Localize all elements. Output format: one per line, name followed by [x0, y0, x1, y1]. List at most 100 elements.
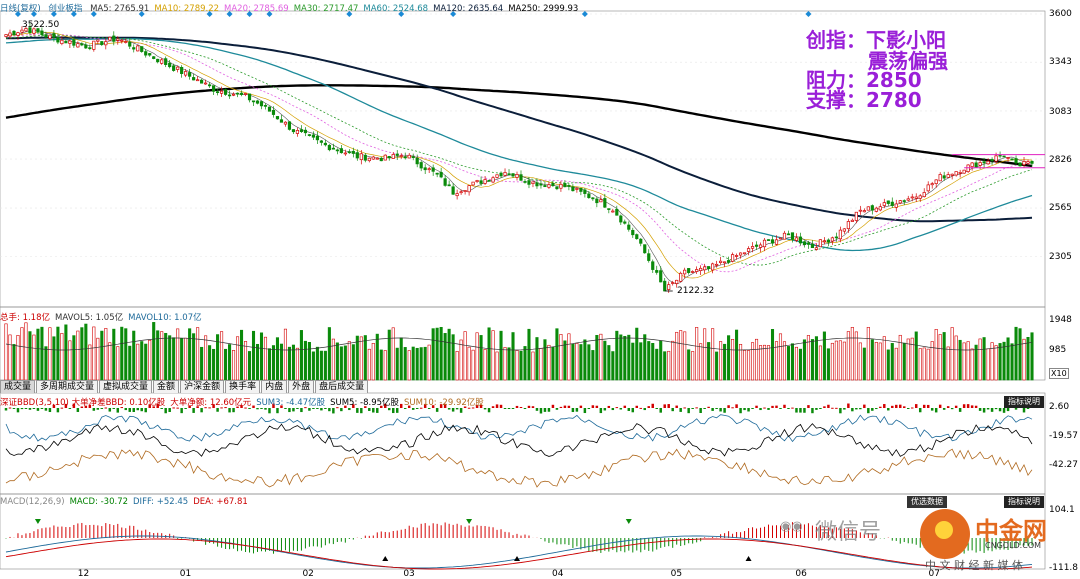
- volume-bar: [854, 331, 858, 381]
- candle-body: [347, 151, 351, 154]
- volume-bar: [715, 351, 719, 381]
- bbd-bar: [930, 408, 934, 411]
- bbd-axis-label: 2.60: [1049, 402, 1070, 412]
- candle-body: [92, 40, 96, 50]
- preferred-data-button[interactable]: 优选数据: [907, 496, 947, 508]
- volume-bar: [974, 344, 978, 381]
- candle-body: [180, 66, 184, 74]
- volume-bar: [287, 346, 291, 381]
- candle-body: [982, 161, 986, 164]
- candle-body: [970, 162, 974, 167]
- volume-bar: [144, 343, 148, 381]
- bbd-bar: [535, 408, 539, 411]
- candle-body: [148, 53, 152, 56]
- bbd-bar: [447, 408, 451, 410]
- volume-bar: [559, 334, 563, 381]
- volume-legend-item: MAVOL5: 1.05亿: [55, 313, 124, 323]
- volume-bar: [683, 331, 687, 381]
- volume-bar: [798, 348, 802, 381]
- candle-body: [279, 119, 284, 123]
- signal-marker: [70, 11, 77, 17]
- volume-bar: [751, 342, 755, 381]
- candle-body: [902, 200, 906, 202]
- volume-bar: [152, 322, 156, 381]
- candle-body: [447, 184, 451, 187]
- candle-body: [80, 43, 84, 46]
- volume-bar: [212, 348, 216, 381]
- macd-explain-button[interactable]: 指标说明: [1004, 496, 1044, 508]
- volume-bar: [774, 341, 779, 381]
- volume-bar: [1030, 332, 1034, 381]
- watermark-wechat: 微信号: [815, 520, 882, 545]
- candle-body: [547, 184, 551, 188]
- macd-panel: [0, 493, 1046, 570]
- bbd-bar: [256, 408, 259, 410]
- volume-bar: [76, 330, 80, 381]
- volume-bar: [132, 330, 136, 381]
- volume-bar: [188, 328, 192, 381]
- volume-bar: [323, 350, 327, 381]
- bbd-bar: [823, 406, 826, 408]
- volume-bar: [443, 333, 447, 381]
- candle-body: [295, 129, 300, 134]
- bbd-bar: [819, 408, 822, 409]
- tab-5[interactable]: 换手率: [225, 380, 261, 393]
- candle-body: [519, 174, 523, 181]
- candle-body: [990, 159, 994, 161]
- volume-bar: [315, 346, 319, 381]
- bbd-bar: [316, 408, 319, 409]
- bbd-bar: [815, 408, 818, 410]
- bbd-bar: [938, 404, 942, 408]
- watermark-slogan: 中 文 财 经 新 媒 体: [925, 559, 1023, 572]
- candle-body: [299, 129, 304, 132]
- bbd-bar: [467, 407, 471, 409]
- x-axis-label: 01: [179, 569, 192, 579]
- bbd-bar: [595, 405, 599, 408]
- candle-body: [623, 221, 627, 224]
- bbd-bar: [376, 408, 379, 413]
- bbd-bar: [40, 408, 44, 409]
- tab-8[interactable]: 盘后成交量: [315, 380, 369, 393]
- volume-bar: [703, 328, 707, 381]
- bbd-bar: [8, 407, 12, 409]
- bbd-bar: [946, 406, 950, 408]
- volume-bar: [942, 332, 946, 381]
- tab-7[interactable]: 外盘: [288, 380, 315, 393]
- tab-0[interactable]: 成交量: [0, 380, 36, 393]
- bbd-bar: [451, 408, 455, 412]
- bbd-bar: [539, 408, 543, 414]
- volume-bar: [810, 339, 814, 381]
- volume-bar: [1006, 337, 1010, 381]
- bbd-bar: [879, 406, 882, 408]
- bbd-bar: [843, 408, 846, 410]
- bbd-bar: [32, 408, 36, 409]
- candle-body: [283, 121, 288, 125]
- candle-body: [208, 84, 212, 87]
- ma20-line: [5, 33, 1033, 273]
- bbd-bar: [627, 408, 631, 411]
- volume-bar: [794, 346, 798, 381]
- candle-body: [375, 157, 379, 160]
- candle-body: [842, 228, 846, 232]
- macd-axis-label: 104.1: [1049, 505, 1075, 515]
- volume-bar: [279, 343, 283, 381]
- bbd-bar: [671, 408, 674, 412]
- tab-4[interactable]: 沪深金额: [180, 380, 225, 393]
- bbd-bar: [631, 408, 635, 413]
- tab-3[interactable]: 金额: [153, 380, 180, 393]
- tab-2[interactable]: 虚拟成交量: [99, 380, 153, 393]
- bbd-bar: [547, 408, 551, 412]
- candle-body: [44, 34, 48, 38]
- volume-bar: [966, 341, 970, 381]
- bbd-bar: [551, 404, 555, 408]
- volume-bar: [431, 328, 435, 381]
- volume-bar: [1018, 328, 1022, 381]
- tab-1[interactable]: 多周期成交量: [36, 380, 99, 393]
- tab-6[interactable]: 内盘: [261, 380, 288, 393]
- bbd-explain-button[interactable]: 指标说明: [1004, 396, 1044, 408]
- volume-bar: [435, 327, 439, 381]
- candle-body: [754, 244, 759, 247]
- volume-bar: [275, 337, 280, 381]
- bbd-bar: [675, 405, 678, 408]
- bbd-bar: [787, 408, 790, 409]
